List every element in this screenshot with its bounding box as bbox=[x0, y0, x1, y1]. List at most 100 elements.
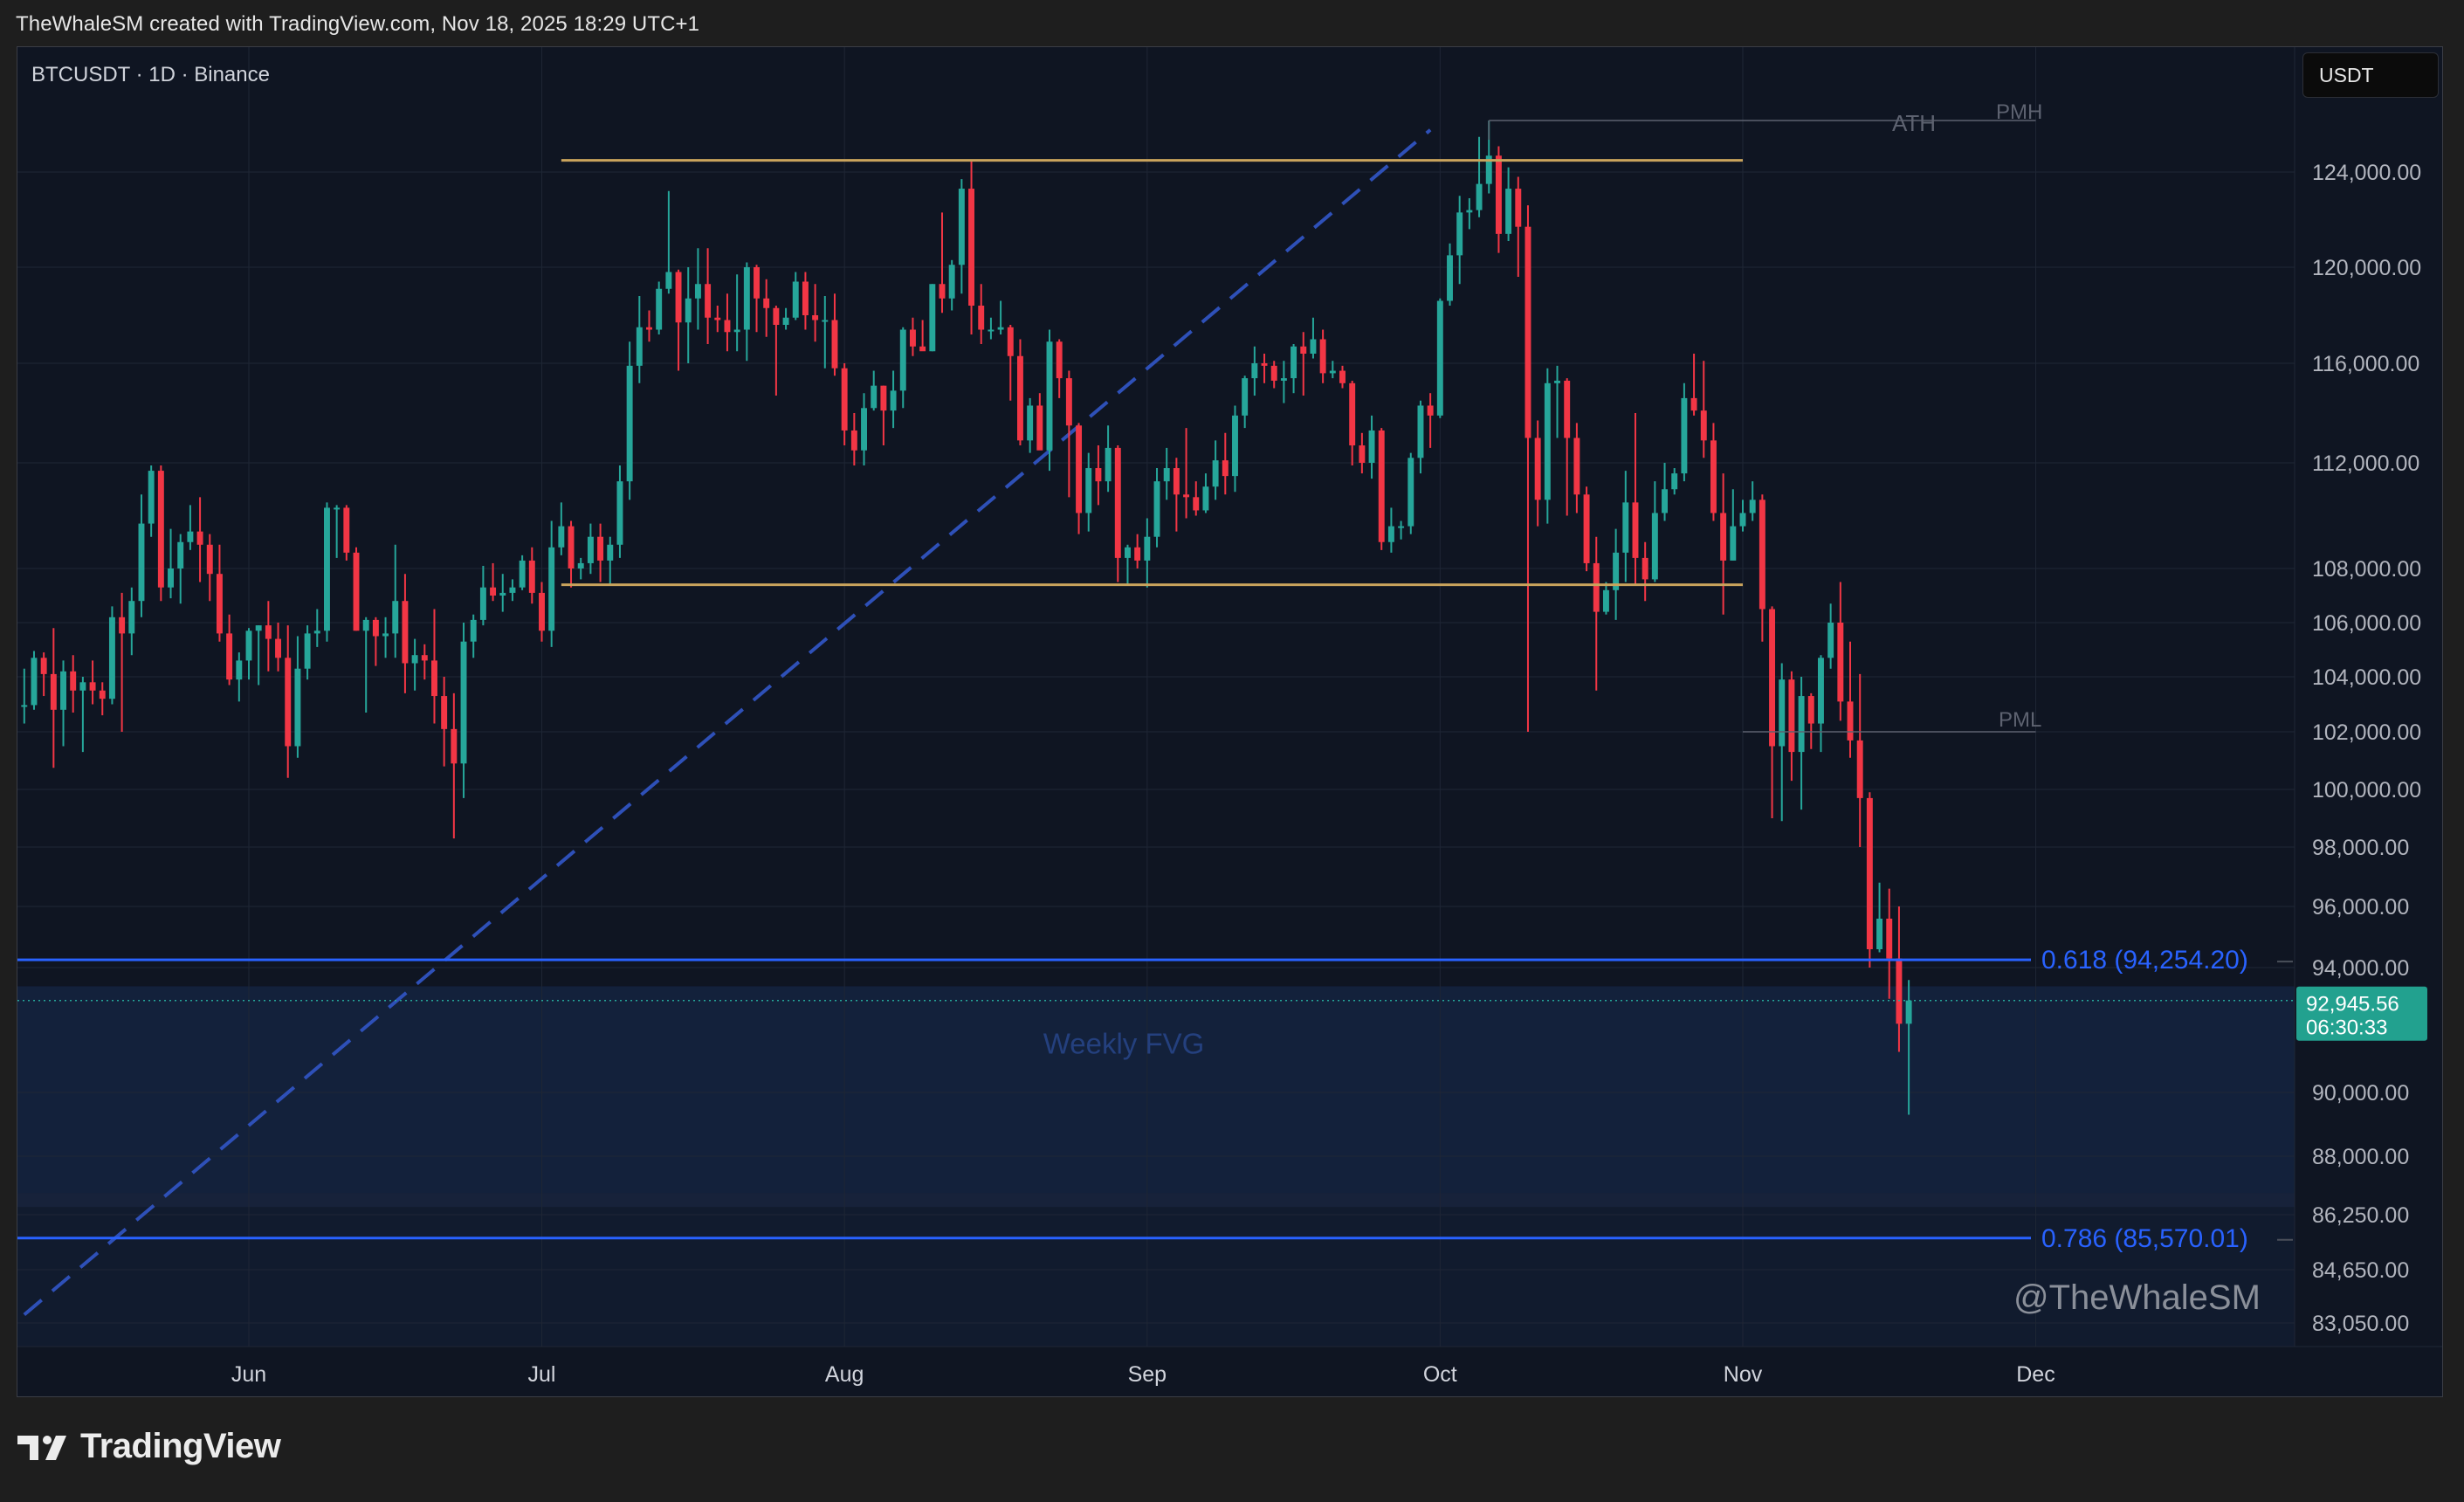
candle-body bbox=[128, 601, 135, 634]
candle-body bbox=[21, 705, 28, 707]
candle-body bbox=[978, 306, 985, 330]
candle-body bbox=[1602, 589, 1609, 612]
tradingview-logo[interactable]: TradingView bbox=[17, 1427, 281, 1466]
candle-body bbox=[206, 544, 213, 575]
candle-body bbox=[568, 526, 575, 568]
candle-body bbox=[1251, 363, 1258, 379]
candle-body bbox=[880, 385, 887, 411]
candle-body bbox=[79, 682, 86, 691]
candle-body bbox=[177, 541, 184, 568]
candle-body bbox=[577, 562, 584, 568]
candle-body bbox=[841, 368, 848, 431]
candle-body bbox=[890, 390, 897, 411]
candle-body bbox=[1681, 397, 1688, 474]
candle-body bbox=[1613, 552, 1620, 590]
candle-body bbox=[1007, 327, 1014, 356]
trendline[interactable] bbox=[23, 128, 1432, 1316]
candle-body bbox=[1720, 513, 1727, 561]
candle-body bbox=[1515, 189, 1522, 227]
chart-attribution: TheWhaleSM created with TradingView.com,… bbox=[16, 12, 700, 36]
candle-body bbox=[226, 633, 233, 680]
candle-body bbox=[275, 638, 282, 658]
candle-body bbox=[1759, 500, 1765, 610]
candle-body bbox=[1134, 547, 1141, 561]
candle-body bbox=[1378, 430, 1385, 542]
candle-body bbox=[1212, 460, 1219, 487]
candle-body bbox=[421, 655, 428, 661]
candle-body bbox=[50, 673, 57, 710]
candle-body bbox=[939, 284, 946, 299]
candle-body bbox=[460, 641, 467, 764]
candle-body bbox=[782, 317, 789, 325]
candle-body bbox=[1232, 415, 1238, 477]
candle-body bbox=[1036, 405, 1043, 451]
candle-body bbox=[70, 671, 77, 691]
candle-body bbox=[1193, 497, 1200, 511]
candle-body bbox=[850, 430, 857, 451]
x-tick-label: Aug bbox=[825, 1362, 864, 1387]
candle-body bbox=[1310, 339, 1317, 354]
candle-body bbox=[294, 668, 301, 747]
candle-body bbox=[1525, 226, 1531, 438]
candle-body bbox=[1183, 494, 1190, 498]
candle-body bbox=[626, 365, 633, 482]
y-tick-label: 83,050.00 bbox=[2312, 1312, 2409, 1336]
candle-body bbox=[733, 329, 740, 333]
candle-body bbox=[479, 587, 486, 620]
candle-body bbox=[1319, 339, 1326, 374]
candle-body bbox=[382, 633, 389, 637]
candle-body bbox=[451, 728, 458, 764]
y-tick-label: 106,000.00 bbox=[2312, 611, 2421, 636]
fvg-band bbox=[17, 986, 2295, 1194]
candle-body bbox=[99, 690, 106, 699]
candle-body bbox=[558, 526, 565, 548]
annotations[interactable]: ATH PMH PML 0.618 (94,254.20) 0.786 (85,570.… bbox=[17, 100, 2427, 1253]
candle-body bbox=[1114, 447, 1121, 558]
candle-body bbox=[909, 329, 916, 347]
fvg-label: Weekly FVG bbox=[1043, 1027, 1205, 1059]
candle-body bbox=[822, 320, 829, 322]
candle-body bbox=[1242, 378, 1249, 416]
candle-body bbox=[1827, 623, 1834, 658]
candle-body bbox=[119, 617, 126, 634]
candle-body bbox=[216, 574, 223, 634]
y-tick-label: 100,000.00 bbox=[2312, 778, 2421, 803]
candle-body bbox=[1485, 155, 1492, 184]
candle-body bbox=[694, 284, 701, 299]
currency-button[interactable]: USDT bbox=[2302, 52, 2439, 98]
candle-body bbox=[1788, 679, 1795, 753]
candle-body bbox=[656, 288, 663, 330]
candle-body bbox=[1632, 502, 1639, 558]
candle-body bbox=[929, 284, 936, 352]
candle-body bbox=[1651, 513, 1658, 580]
candle-body bbox=[1408, 458, 1414, 527]
candle-body bbox=[1359, 445, 1366, 463]
candle-body bbox=[743, 267, 750, 330]
candle-body bbox=[1427, 405, 1434, 416]
candle-body bbox=[168, 568, 175, 588]
candle-body bbox=[519, 560, 526, 588]
candle-body bbox=[1856, 740, 1863, 798]
candle-body bbox=[1387, 526, 1394, 542]
candle-body bbox=[1837, 623, 1844, 702]
candle-body bbox=[1905, 1000, 1912, 1024]
candle-body bbox=[948, 265, 955, 299]
candle-body bbox=[1436, 300, 1443, 416]
candle-body bbox=[988, 329, 995, 332]
candle-body bbox=[1105, 447, 1112, 482]
candle-body bbox=[1564, 380, 1571, 438]
candle-body bbox=[470, 619, 477, 642]
ath-label: ATH bbox=[1892, 110, 1936, 136]
candle-body bbox=[1222, 460, 1229, 477]
candle-body bbox=[1505, 189, 1512, 234]
last-price-tag bbox=[2296, 986, 2427, 1041]
candle-body bbox=[1749, 500, 1756, 513]
candle-body bbox=[1779, 679, 1786, 747]
candle-body bbox=[1476, 183, 1483, 210]
candle-body bbox=[1456, 212, 1463, 256]
symbol-label[interactable]: BTCUSDT · 1D · Binance bbox=[31, 63, 270, 86]
candle-countdown: 06:30:33 bbox=[2306, 1016, 2387, 1040]
candle-body bbox=[1398, 526, 1405, 528]
y-tick-label: 112,000.00 bbox=[2312, 451, 2419, 476]
